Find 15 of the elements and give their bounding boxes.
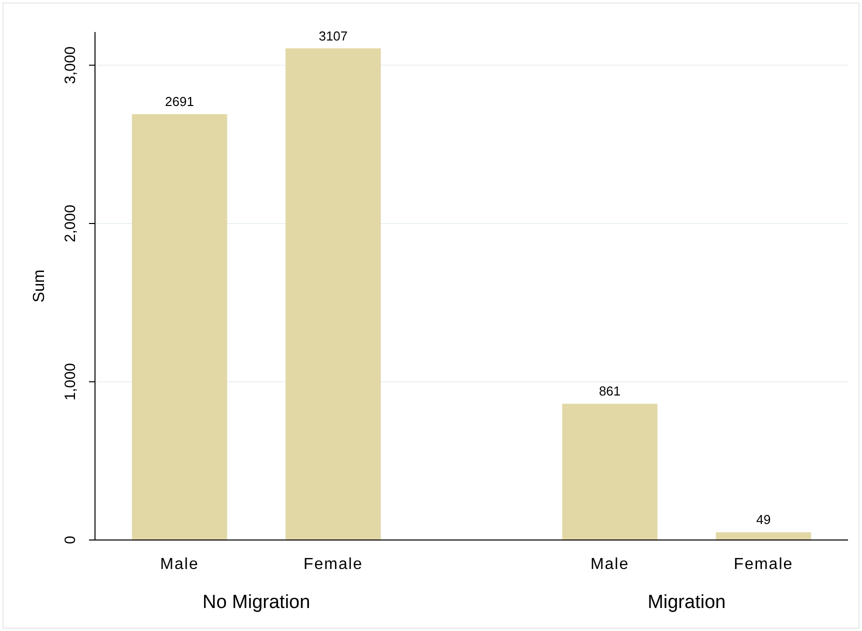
data-label: 49 xyxy=(756,512,771,528)
y-axis-title: Sum xyxy=(31,270,48,302)
y-tick-label: 0 xyxy=(62,536,79,544)
data-label: 3107 xyxy=(318,28,348,44)
x-tick-label: Male xyxy=(160,556,199,573)
y-tick-label: 3,000 xyxy=(62,46,79,84)
x-tick-label: Male xyxy=(590,556,630,573)
x-tick-label: Female xyxy=(304,556,363,573)
data-label: 2691 xyxy=(165,94,194,110)
y-tick-label: 1,000 xyxy=(62,362,79,401)
text: No Migration xyxy=(202,592,310,613)
text: Migration xyxy=(648,592,726,613)
y-tick-label: 2,000 xyxy=(62,204,79,242)
data-label: 861 xyxy=(598,384,621,399)
x-tick-label: Female xyxy=(734,556,794,573)
